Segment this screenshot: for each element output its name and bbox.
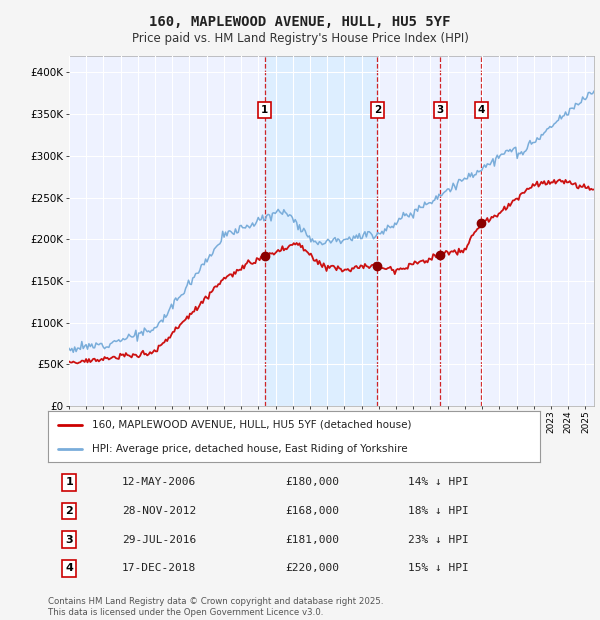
- Text: 29-JUL-2016: 29-JUL-2016: [122, 535, 196, 545]
- Text: 2: 2: [65, 506, 73, 516]
- Text: 1: 1: [261, 105, 268, 115]
- Text: £168,000: £168,000: [285, 506, 339, 516]
- Bar: [265, 56, 377, 406]
- Text: £181,000: £181,000: [285, 535, 339, 545]
- Text: 1: 1: [65, 477, 73, 487]
- Text: 4: 4: [478, 105, 485, 115]
- Text: 3: 3: [65, 535, 73, 545]
- Text: 160, MAPLEWOOD AVENUE, HULL, HU5 5YF (detached house): 160, MAPLEWOOD AVENUE, HULL, HU5 5YF (de…: [92, 420, 412, 430]
- Text: 17-DEC-2018: 17-DEC-2018: [122, 564, 196, 574]
- Text: 14% ↓ HPI: 14% ↓ HPI: [409, 477, 469, 487]
- Text: 18% ↓ HPI: 18% ↓ HPI: [409, 506, 469, 516]
- Text: 23% ↓ HPI: 23% ↓ HPI: [409, 535, 469, 545]
- Text: 15% ↓ HPI: 15% ↓ HPI: [409, 564, 469, 574]
- Text: £220,000: £220,000: [285, 564, 339, 574]
- Text: 160, MAPLEWOOD AVENUE, HULL, HU5 5YF: 160, MAPLEWOOD AVENUE, HULL, HU5 5YF: [149, 16, 451, 30]
- Text: HPI: Average price, detached house, East Riding of Yorkshire: HPI: Average price, detached house, East…: [92, 444, 408, 454]
- Text: £180,000: £180,000: [285, 477, 339, 487]
- Text: 3: 3: [437, 105, 444, 115]
- Text: Contains HM Land Registry data © Crown copyright and database right 2025.
This d: Contains HM Land Registry data © Crown c…: [48, 598, 383, 617]
- Text: 12-MAY-2006: 12-MAY-2006: [122, 477, 196, 487]
- Text: 2: 2: [374, 105, 381, 115]
- Text: 4: 4: [65, 564, 73, 574]
- Text: Price paid vs. HM Land Registry's House Price Index (HPI): Price paid vs. HM Land Registry's House …: [131, 32, 469, 45]
- Text: 28-NOV-2012: 28-NOV-2012: [122, 506, 196, 516]
